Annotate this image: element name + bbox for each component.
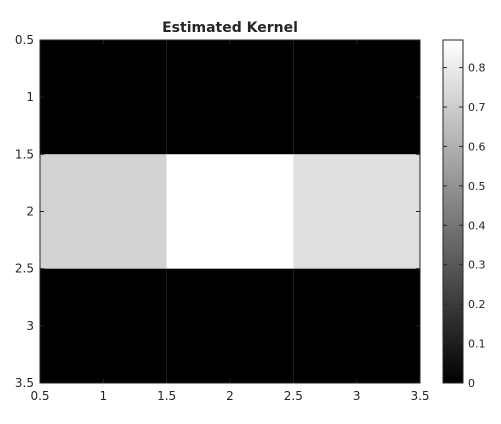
heatmap-cells [40,40,420,383]
heatmap-cell-r3-c2 [166,268,294,383]
colorbar-tick-label: 0.8 [468,62,486,75]
heatmap-cell-r2-c1 [40,154,167,269]
y-tick-label: 2.5 [15,262,34,276]
colorbar [442,39,464,384]
colorbar-tick-label: 0.7 [468,101,486,114]
y-tick-label: 3 [26,319,34,333]
colorbar-axis: 0 0.1 0.2 0.3 0.4 0.5 0.6 0.7 0.8 [443,62,486,390]
heatmap-cell-r2-c2 [166,154,294,269]
colorbar-tick-label: 0.4 [468,219,486,232]
chart-title: Estimated Kernel [162,20,298,36]
heatmap-cell-r1-c2 [166,40,294,155]
x-tick-label: 1.5 [157,389,176,403]
heatmap-cell-r3-c3 [293,268,420,383]
colorbar-tick-label: 0.2 [468,298,486,311]
x-axis: 0.5 1 1.5 2 2.5 3 3.5 [30,40,430,403]
y-tick-label: 0.5 [15,33,34,47]
heatmap-cell-r1-c3 [293,40,420,155]
heatmap-cell-r1-c1 [40,40,167,155]
x-tick-label: 0.5 [30,389,49,403]
x-tick-label: 1 [100,389,108,403]
y-axis: 0.5 1 1.5 2 2.5 3 3.5 [15,33,420,390]
y-tick-label: 1.5 [15,147,34,161]
colorbar-tick-label: 0.3 [468,259,486,272]
x-tick-label: 2.5 [284,389,303,403]
x-tick-label: 3 [353,389,361,403]
y-tick-label: 3.5 [15,376,34,390]
colorbar-tick-label: 0.5 [468,180,486,193]
heatmap-cell-r2-c3 [293,154,420,269]
colorbar-tick-label: 0.6 [468,140,486,153]
x-tick-label: 2 [226,389,234,403]
colorbar-tick-label: 0.1 [468,338,486,351]
x-tick-label: 3.5 [410,389,429,403]
colorbar-tick-label: 0 [468,377,475,390]
heatmap-cell-r3-c1 [40,268,167,383]
y-tick-label: 1 [26,90,34,104]
y-tick-label: 2 [26,205,34,219]
